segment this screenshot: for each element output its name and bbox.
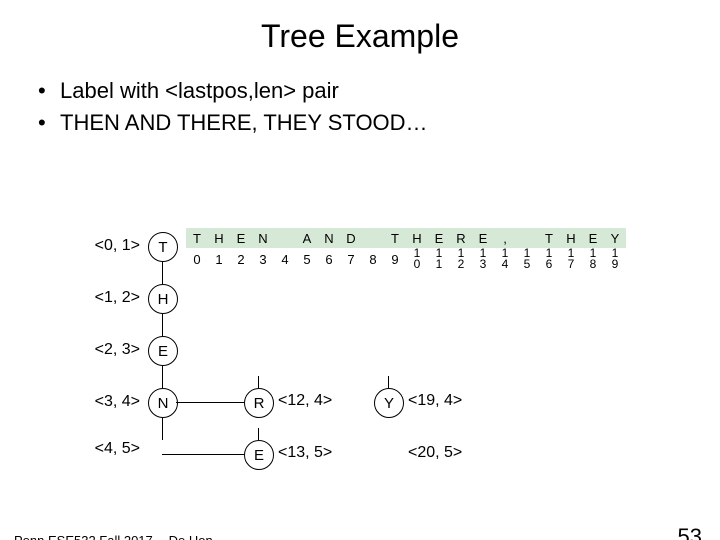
tree-node: H — [148, 284, 178, 314]
tree-diagram: T <0, 1> H <1, 2> E <2, 3> N <3, 4> <4, 5> R<12, … — [44, 232, 684, 532]
tree-edge — [162, 260, 163, 284]
tree-seq-label: <20, 5> — [408, 444, 462, 462]
tree-edge — [388, 376, 389, 388]
tree-edge — [258, 376, 259, 388]
tree-node: N — [148, 388, 178, 418]
tree-node-label: <2, 3> — [80, 341, 140, 359]
tree-node-label: <3, 4> — [80, 393, 140, 411]
tree-seq-label: <13, 5> — [278, 444, 332, 462]
slide: Tree Example • Label with <lastpos,len> … — [0, 18, 720, 540]
tree-edge — [176, 402, 244, 403]
bullet-item: • Label with <lastpos,len> pair — [38, 76, 720, 106]
tree-seq-label: <12, 4> — [278, 392, 332, 410]
tree-edge — [162, 364, 163, 388]
tree-node: T — [148, 232, 178, 262]
tree-edge — [162, 312, 163, 336]
tree-node-label: <0, 1> — [80, 237, 140, 255]
tree-node-label: <4, 5> — [80, 440, 140, 458]
tree-seq-label: <19, 4> — [408, 392, 462, 410]
footer-text: Penn ESE532 Fall 2017 -- De.Hon — [14, 533, 213, 540]
tree-node-label: <1, 2> — [80, 289, 140, 307]
tree-node: R — [244, 388, 274, 418]
tree-edge — [162, 416, 163, 440]
bullet-dot: • — [38, 108, 60, 138]
tree-edge — [258, 428, 259, 440]
bullet-dot: • — [38, 76, 60, 106]
bullet-text: Label with <lastpos,len> pair — [60, 76, 339, 106]
bullet-list: • Label with <lastpos,len> pair • THEN A… — [38, 76, 720, 137]
tree-node: E — [148, 336, 178, 366]
bullet-item: • THEN AND THERE, THEY STOOD… — [38, 108, 720, 138]
tree-node: Y — [374, 388, 404, 418]
tree-node: E — [244, 440, 274, 470]
page-number: 53 — [678, 524, 702, 540]
bullet-text: THEN AND THERE, THEY STOOD… — [60, 108, 428, 138]
tree-edge — [162, 454, 244, 455]
slide-title: Tree Example — [0, 18, 720, 55]
